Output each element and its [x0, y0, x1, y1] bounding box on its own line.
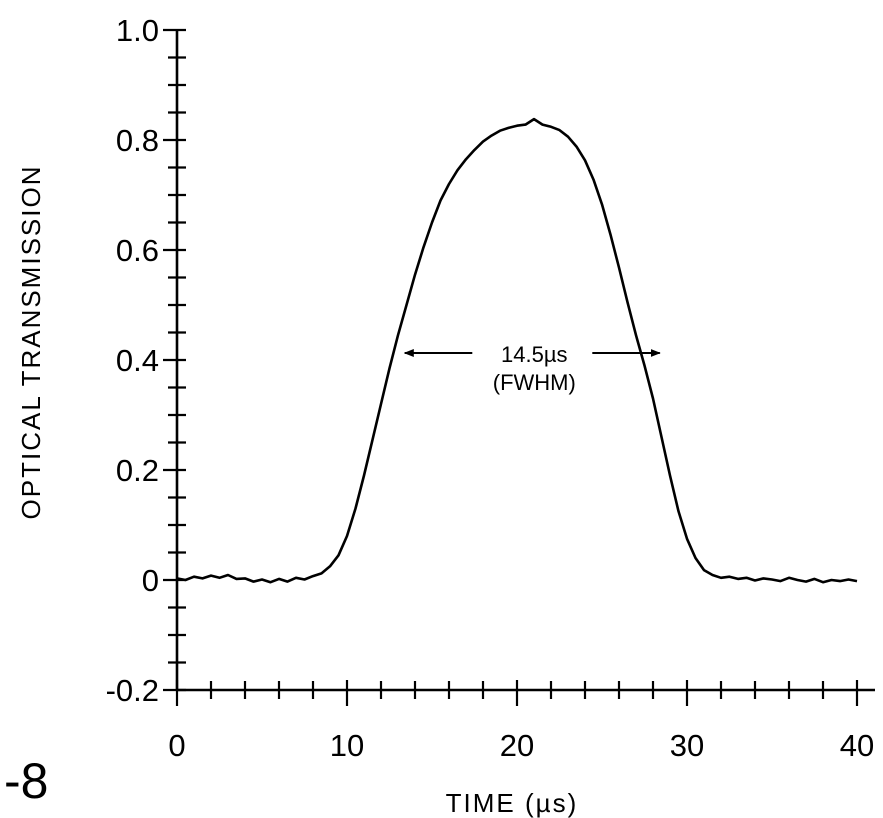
- fwhm-sublabel: (FWHM): [493, 370, 576, 395]
- x-tick-label: 40: [840, 728, 874, 763]
- x-tick-label: 20: [500, 728, 534, 763]
- x-tick-label: 0: [168, 728, 185, 763]
- fwhm-annotation: 14.5µs (FWHM): [403, 342, 661, 395]
- fwhm-label: 14.5µs: [501, 342, 568, 367]
- y-tick-label: 1.0: [116, 13, 159, 48]
- y-tick-label: 0.8: [116, 123, 159, 158]
- y-tick-label: -0.2: [106, 673, 159, 708]
- y-tick-label: 0.4: [116, 343, 159, 378]
- ticks: [163, 28, 859, 706]
- y-tick-label: 0: [142, 563, 159, 598]
- y-tick-label: 0.6: [116, 233, 159, 268]
- transmission-curve: [176, 117, 858, 584]
- x-axis-title: TIME (µs): [446, 788, 579, 818]
- y-tick-label: 0.2: [116, 453, 159, 488]
- figure-number: -8: [4, 753, 49, 809]
- y-axis-title: OPTICAL TRANSMISSION: [16, 165, 46, 520]
- x-tick-label: 10: [330, 728, 364, 763]
- tick-labels: -0.2 0 0.2 0.4 0.6 0.8 1.0 0 10 20 30 40: [106, 13, 875, 763]
- x-tick-label: 30: [670, 728, 704, 763]
